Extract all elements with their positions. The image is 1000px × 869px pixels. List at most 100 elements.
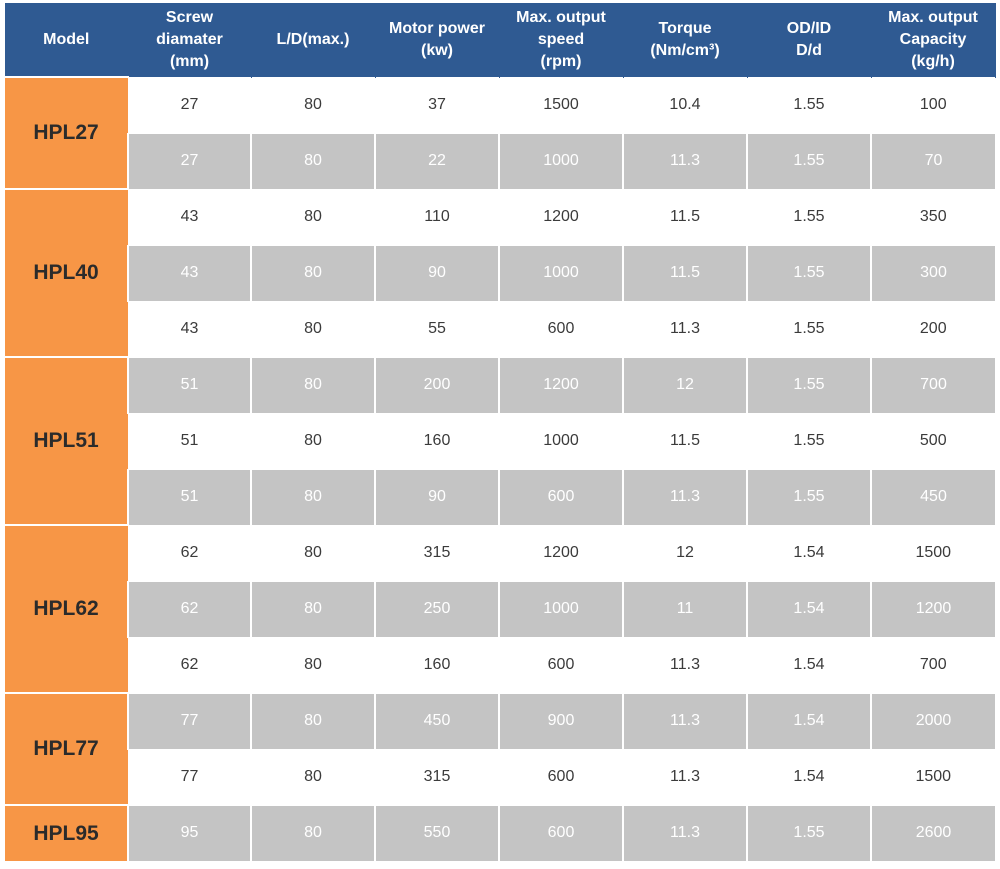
od-id-cell: 1.55 [746,468,871,525]
ld-max-cell: 80 [250,468,375,525]
od-id-cell: 1.55 [746,244,871,301]
motor-power-cell: 200 [374,356,499,413]
table-row: 77 80 315 600 11.3 1.54 1500 [5,748,995,805]
od-id-cell: 1.55 [746,356,871,413]
motor-power-cell: 250 [374,580,499,637]
screw-diameter-header: Screw diamater (mm) [128,3,252,77]
max-output-speed-cell: 900 [498,692,623,749]
max-output-speed-cell: 1000 [498,244,623,301]
max-output-speed-cell: 1200 [498,188,623,245]
max-output-speed-cell: 1000 [498,580,623,637]
ld-max-cell: 80 [250,300,375,357]
ld-max-cell: 80 [250,580,375,637]
table-row: 51 80 160 1000 11.5 1.55 500 [5,412,995,469]
torque-cell: 10.4 [622,76,747,133]
motor-power-cell: 55 [374,300,499,357]
motor-power-cell: 22 [374,132,499,189]
screw-diameter-cell: 51 [127,356,251,413]
max-output-speed-cell: 600 [498,300,623,357]
screw-diameter-cell: 77 [127,748,251,805]
motor-power-cell: 315 [374,524,499,581]
max-output-capacity-cell: 350 [870,188,995,245]
screw-diameter-cell: 62 [127,636,251,693]
motor-power-cell: 90 [374,244,499,301]
motor-power-cell: 90 [374,468,499,525]
motor-power-cell: 160 [374,412,499,469]
torque-cell: 11.5 [622,412,747,469]
torque-cell: 11.5 [622,244,747,301]
max-output-capacity-cell: 1200 [870,580,995,637]
motor-power-cell: 550 [374,804,499,861]
model-cell: HPL62 [5,524,128,693]
model-cell: HPL40 [5,188,128,357]
od-id-cell: 1.55 [746,188,871,245]
torque-cell: 12 [622,356,747,413]
table-row: 43 80 90 1000 11.5 1.55 300 [5,244,995,301]
screw-diameter-cell: 95 [127,804,251,861]
torque-cell: 11.5 [622,188,747,245]
table-row: HPL40 43 80 110 1200 11.5 1.55 350 [5,188,995,357]
torque-cell: 11.3 [622,692,747,749]
table-row: 51 80 90 600 11.3 1.55 450 [5,468,995,525]
torque-cell: 11.3 [622,748,747,805]
od-id-cell: 1.54 [746,580,871,637]
spec-table: Model Screw diamater (mm) L/D(max.) Motor p… [5,3,996,861]
max-output-capacity-cell: 2000 [870,692,995,749]
max-output-speed-cell: 600 [498,468,623,525]
max-output-capacity-cell: 70 [870,132,995,189]
max-output-speed-cell: 1000 [498,412,623,469]
max-output-capacity-cell: 100 [870,76,995,133]
torque-cell: 11 [622,580,747,637]
screw-diameter-cell: 62 [127,524,251,581]
table-row: HPL51 51 80 200 1200 12 1.55 700 [5,356,995,525]
od-id-cell: 1.54 [746,524,871,581]
motor-power-cell: 450 [374,692,499,749]
ld-max-cell: 80 [250,356,375,413]
max-output-speed-header: Max. output speed (rpm) [499,3,624,77]
max-output-capacity-cell: 450 [870,468,995,525]
max-output-speed-cell: 1500 [498,76,623,133]
max-output-speed-cell: 1200 [498,524,623,581]
screw-diameter-cell: 27 [127,76,251,133]
torque-cell: 11.3 [622,636,747,693]
od-id-cell: 1.54 [746,748,871,805]
header-row: Model Screw diamater (mm) L/D(max.) Motor p… [5,3,996,77]
ld-max-cell: 80 [250,804,375,861]
max-output-speed-cell: 1000 [498,132,623,189]
max-output-capacity-cell: 1500 [870,524,995,581]
motor-power-header: Motor power (kw) [375,3,500,77]
table-header: Model Screw diamater (mm) L/D(max.) Motor p… [5,3,996,77]
ld-max-cell: 80 [250,524,375,581]
screw-diameter-cell: 27 [127,132,251,189]
screw-diameter-cell: 51 [127,468,251,525]
max-output-speed-cell: 600 [498,636,623,693]
torque-cell: 11.3 [622,804,747,861]
torque-cell: 11.3 [622,468,747,525]
ld-max-cell: 80 [250,748,375,805]
od-id-cell: 1.55 [746,76,871,133]
max-output-speed-cell: 600 [498,804,623,861]
screw-diameter-cell: 43 [127,244,251,301]
torque-cell: 12 [622,524,747,581]
max-output-capacity-cell: 2600 [870,804,995,861]
screw-diameter-cell: 62 [127,580,251,637]
table-row: HPL77 77 80 450 900 11.3 1.54 2000 [5,692,995,805]
od-id-header: OD/ID D/d [747,3,872,77]
max-output-capacity-cell: 300 [870,244,995,301]
max-output-capacity-cell: 1500 [870,748,995,805]
max-output-capacity-cell: 200 [870,300,995,357]
max-output-capacity-cell: 700 [870,636,995,693]
screw-diameter-cell: 43 [127,188,251,245]
max-output-speed-cell: 600 [498,748,623,805]
ld-max-cell: 80 [250,692,375,749]
od-id-cell: 1.54 [746,692,871,749]
od-id-cell: 1.54 [746,636,871,693]
screw-diameter-cell: 51 [127,412,251,469]
model-cell: HPL95 [5,804,128,861]
table-body: HPL27 27 80 37 1500 10.4 1.55 100 27 80 22 1000 11.3… [5,76,995,861]
max-output-capacity-cell: 700 [870,356,995,413]
od-id-cell: 1.55 [746,412,871,469]
od-id-cell: 1.55 [746,804,871,861]
torque-cell: 11.3 [622,300,747,357]
table-row: 43 80 55 600 11.3 1.55 200 [5,300,995,357]
